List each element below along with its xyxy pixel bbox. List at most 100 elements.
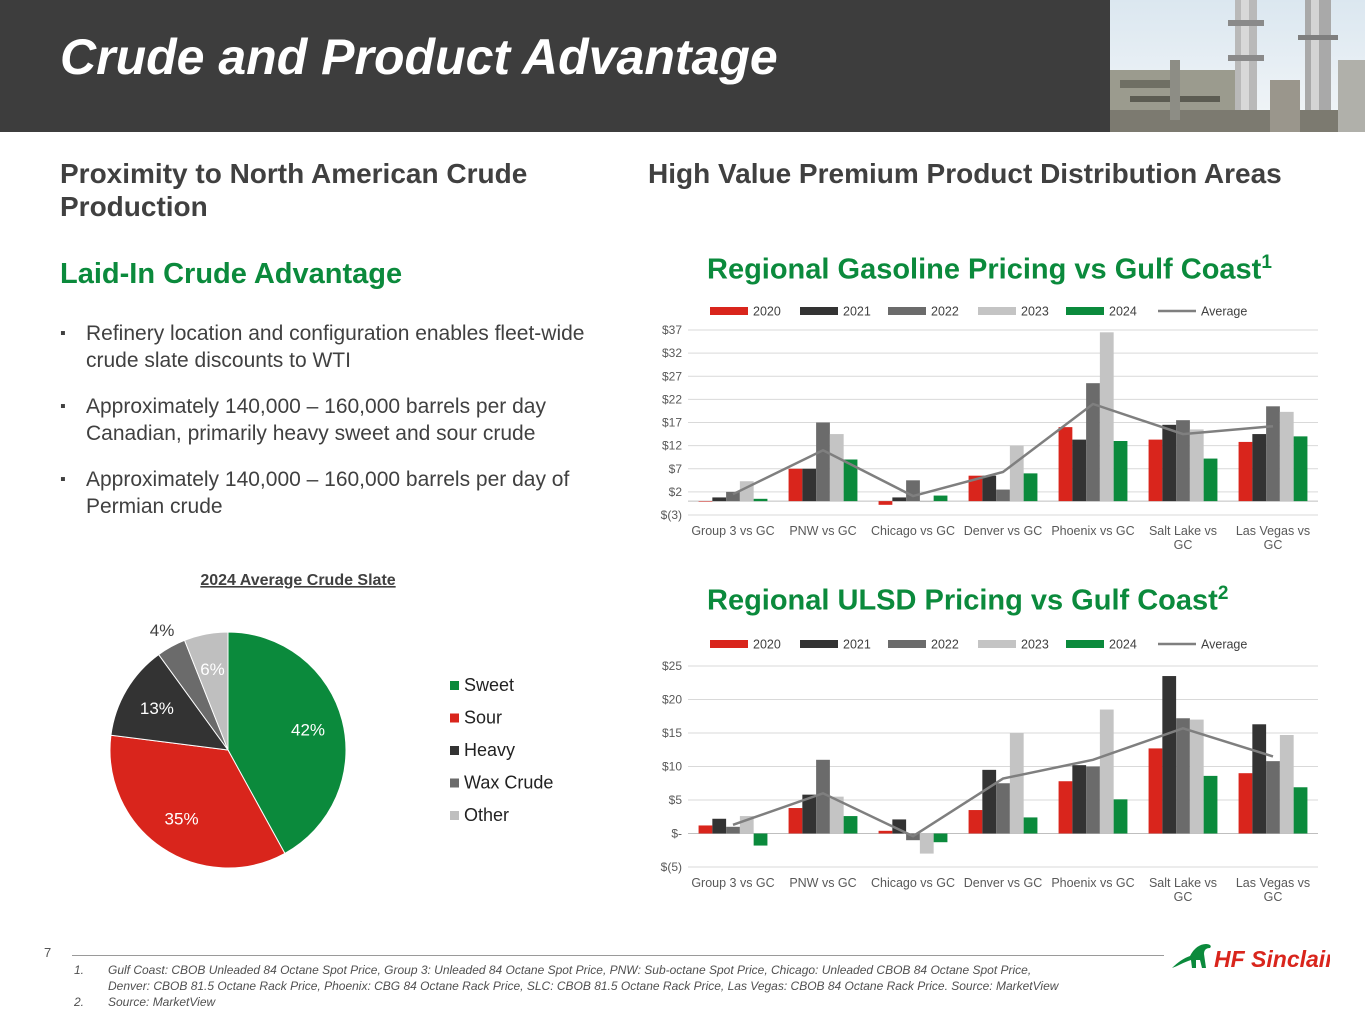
legend-swatch-2022 — [888, 307, 926, 315]
pie-value-label: 6% — [200, 660, 225, 679]
y-tick-label: $17 — [662, 416, 682, 430]
bar-2020 — [698, 501, 713, 502]
x-tick-label: Salt Lake vs — [1149, 524, 1217, 538]
x-tick-label: GC — [1264, 538, 1283, 552]
footnote-line: Denver: CBOB 81.5 Octane Rack Price, Pho… — [108, 979, 1059, 993]
bar-2020 — [788, 808, 803, 834]
bar-2023 — [829, 796, 844, 834]
bar-2022 — [1086, 766, 1100, 834]
legend-label: 2020 — [753, 305, 781, 319]
pie-legend-swatch — [450, 681, 459, 690]
bar-2024 — [1023, 817, 1038, 834]
average-line — [732, 726, 1274, 838]
bar-2024 — [1203, 458, 1218, 502]
left-subheading: Laid-In Crude Advantage — [60, 258, 403, 290]
bar-2021 — [982, 769, 997, 834]
legend-label: 2020 — [753, 638, 781, 652]
footnote-2: 2. Source: MarketView — [74, 994, 1058, 1010]
bar-2021 — [1072, 765, 1087, 834]
legend-label: 2023 — [1021, 305, 1049, 319]
dinosaur-icon — [1172, 944, 1211, 968]
header-bar: Crude and Product Advantage — [0, 0, 1365, 132]
x-tick-label: GC — [1174, 890, 1193, 904]
pie-legend-label: Sour — [464, 708, 502, 728]
pie-title: 2024 Average Crude Slate — [200, 572, 395, 589]
bar-2021 — [1072, 439, 1087, 502]
bar-2022 — [1176, 420, 1190, 502]
bar-2020 — [1238, 441, 1253, 502]
bar-2020 — [878, 830, 893, 834]
legend-swatch-2021 — [800, 307, 838, 315]
bar-2024 — [843, 816, 858, 834]
x-tick-label: Las Vegas vs — [1236, 876, 1310, 890]
bar-2020 — [1148, 439, 1163, 502]
pie-value-label: 13% — [140, 699, 174, 718]
legend-swatch-2020 — [710, 307, 748, 315]
x-tick-label: Salt Lake vs — [1149, 876, 1217, 890]
bar-2023 — [1099, 332, 1114, 502]
bar-2021 — [982, 475, 997, 502]
pie-legend-swatch — [450, 746, 459, 755]
bar-2021 — [802, 468, 817, 502]
x-tick-label: PNW vs GC — [789, 876, 856, 890]
bar-2023 — [1189, 429, 1204, 502]
pie-slice-other — [183, 631, 229, 751]
bar-2020 — [788, 468, 803, 502]
x-tick-label: GC — [1174, 538, 1193, 552]
pie-legend-label: Wax Crude — [464, 773, 553, 793]
legend-label: 2021 — [843, 305, 871, 319]
x-tick-label: Chicago vs GC — [871, 524, 955, 538]
left-heading: Proximity to North American Crude Produc… — [60, 158, 528, 222]
gasoline-bar-chart: $(3) $2 $7 $12 $17 $22 $27 $32 $37 Group 3 vs GC P… — [661, 305, 1318, 552]
bar-2024 — [933, 495, 948, 502]
bar-2022 — [816, 422, 830, 502]
x-tick-label: Chicago vs GC — [871, 876, 955, 890]
x-tick-label: GC — [1264, 890, 1283, 904]
legend-label: 2022 — [931, 305, 959, 319]
legend-swatch-2024 — [1066, 307, 1104, 315]
bar-2020 — [968, 810, 983, 834]
footer-divider — [72, 955, 1164, 956]
x-tick-label: Group 3 vs GC — [691, 876, 774, 890]
bar-2024 — [1113, 799, 1128, 834]
y-tick-label: $32 — [662, 346, 682, 360]
y-tick-label: $7 — [669, 462, 683, 476]
legend-swatch-2024 — [1066, 640, 1104, 648]
bar-2024 — [1293, 787, 1308, 834]
bar-2020 — [1148, 748, 1163, 834]
legend-swatch-2021 — [800, 640, 838, 648]
bar-2024 — [1113, 441, 1128, 502]
bar-2024 — [1023, 473, 1038, 502]
bar-2024 — [933, 833, 948, 843]
pie-slice-sweet — [227, 631, 347, 855]
legend-label: 2022 — [931, 638, 959, 652]
bar-2024 — [1203, 775, 1218, 834]
legend-swatch-2020 — [710, 640, 748, 648]
bar-2023 — [1279, 411, 1294, 502]
legend-label: Average — [1201, 638, 1247, 652]
y-tick-label: $37 — [662, 323, 682, 337]
pie-legend-swatch — [450, 713, 459, 723]
average-line — [732, 402, 1274, 498]
pie-legend-label: Heavy — [464, 740, 515, 760]
pie-slice-sour — [109, 734, 286, 869]
bar-2023 — [919, 833, 934, 854]
x-tick-label: Group 3 vs GC — [691, 524, 774, 538]
legend-label: Average — [1201, 305, 1247, 319]
y-tick-label: $5 — [669, 793, 683, 807]
bar-2023 — [919, 501, 934, 503]
slide-title: Crude and Product Advantage — [60, 29, 778, 85]
pie-value-label: 35% — [165, 809, 199, 828]
bar-2024 — [753, 833, 768, 846]
footnote-line: Gulf Coast: CBOB Unleaded 84 Octane Spot… — [108, 963, 1032, 977]
legend-label: 2024 — [1109, 638, 1137, 652]
y-tick-label: $(5) — [661, 860, 682, 874]
legend-label: 2021 — [843, 638, 871, 652]
bar-2024 — [1293, 436, 1308, 502]
pie-legend-swatch — [450, 778, 459, 788]
footnote-number: 2. — [74, 995, 85, 1009]
footnote-line: Source: MarketView — [108, 995, 216, 1009]
bar-2023 — [1009, 733, 1024, 834]
bar-2022 — [816, 759, 830, 834]
y-tick-label: $22 — [662, 392, 682, 406]
